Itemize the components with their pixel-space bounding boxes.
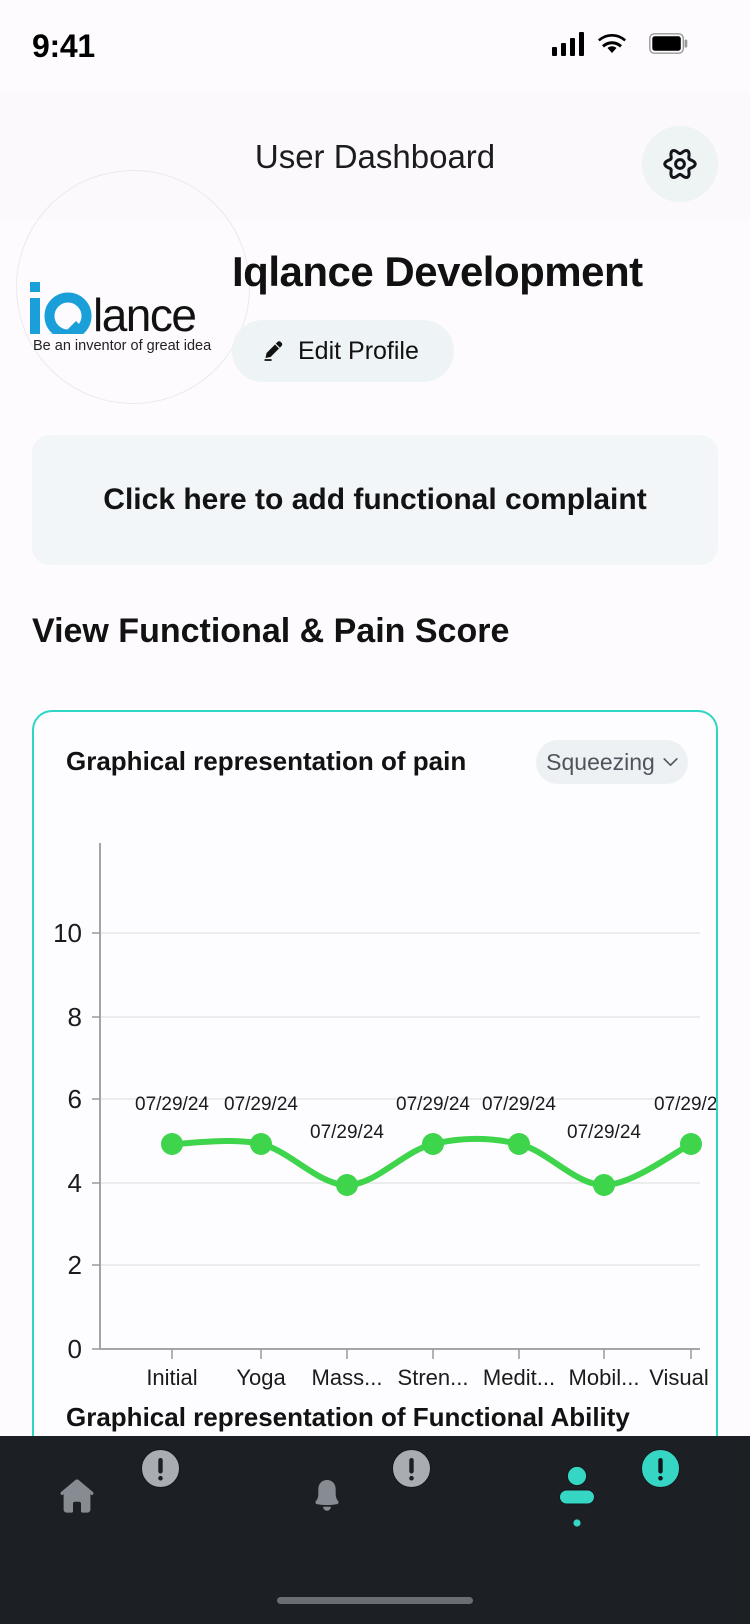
svg-text:2: 2 <box>68 1250 82 1280</box>
svg-text:07/29/24: 07/29/24 <box>135 1094 209 1115</box>
svg-text:Initial: Initial <box>146 1365 197 1390</box>
svg-text:07/29/24: 07/29/24 <box>654 1094 718 1115</box>
svg-text:07/29/24: 07/29/24 <box>310 1122 384 1143</box>
svg-text:Mobil...: Mobil... <box>569 1365 640 1390</box>
svg-text:Visual: Visual <box>649 1365 709 1390</box>
svg-text:4: 4 <box>68 1168 82 1198</box>
svg-text:lance: lance <box>93 289 195 334</box>
svg-text:0: 0 <box>68 1334 82 1364</box>
svg-text:Yoga: Yoga <box>236 1365 286 1390</box>
svg-text:Mass...: Mass... <box>312 1365 383 1390</box>
svg-text:07/29/24: 07/29/24 <box>396 1094 470 1115</box>
svg-text:07/29/24: 07/29/24 <box>567 1122 641 1143</box>
svg-text:8: 8 <box>68 1002 82 1032</box>
svg-text:10: 10 <box>53 918 82 948</box>
svg-text:07/29/24: 07/29/24 <box>224 1094 298 1115</box>
svg-text:6: 6 <box>68 1084 82 1114</box>
svg-text:07/29/24: 07/29/24 <box>482 1094 556 1115</box>
svg-text:Medit...: Medit... <box>483 1365 555 1390</box>
svg-text:Stren...: Stren... <box>398 1365 469 1390</box>
